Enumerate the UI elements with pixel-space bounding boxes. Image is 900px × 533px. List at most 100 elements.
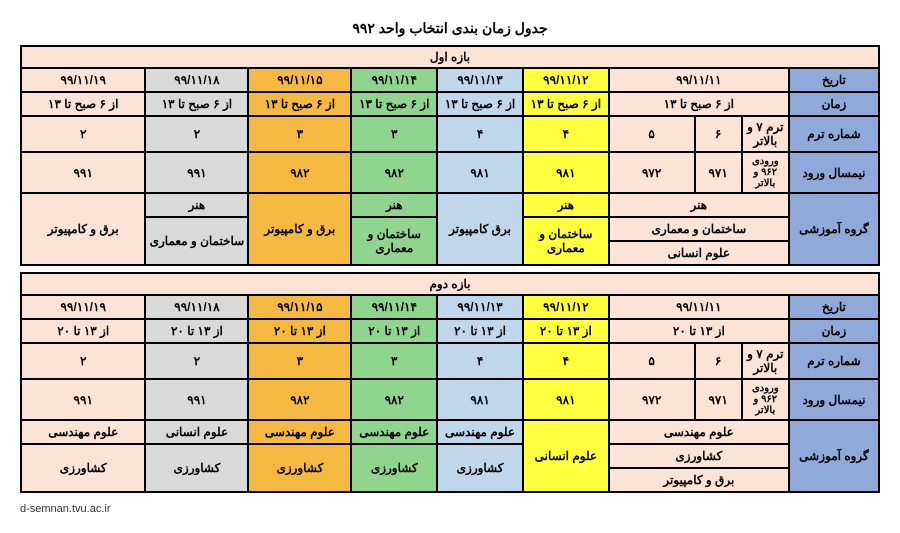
schedule-table: بازه اول تاریخ ۹۹/۱۱/۱۱ ۹۹/۱۱/۱۲ ۹۹/۱۱/۱… xyxy=(20,45,880,493)
cell: علوم انسانی xyxy=(523,420,609,492)
cell: ۴ xyxy=(523,343,609,379)
s2-g2: کشاورزی کشاورزی کشاورزی کشاورزی کشاورزی … xyxy=(21,444,879,468)
s2-dates: تاریخ ۹۹/۱۱/۱۱ ۹۹/۱۱/۱۲ ۹۹/۱۱/۱۳ ۹۹/۱۱/۱… xyxy=(21,295,879,319)
cell: از ۶ صبح تا ۱۳ xyxy=(609,92,789,116)
section2-header: بازه دوم xyxy=(21,273,879,295)
cell: کشاورزی xyxy=(351,444,437,492)
cell: ساختمان و معماری xyxy=(609,217,789,241)
cell: هنر xyxy=(523,193,609,217)
section1-header: بازه اول xyxy=(21,46,879,68)
cell: ۹۹/۱۱/۱۹ xyxy=(21,295,145,319)
cell: از ۱۳ تا ۲۰ xyxy=(145,319,248,343)
cell: ۵ xyxy=(609,116,695,152)
cell: ۹۹/۱۱/۱۳ xyxy=(437,295,523,319)
cell: ۹۹/۱۱/۱۲ xyxy=(523,295,609,319)
cell: ۶ xyxy=(695,343,742,379)
cell: زمان xyxy=(789,319,879,343)
cell: ۹۸۲ xyxy=(248,152,351,193)
cell: علوم مهندسی xyxy=(609,420,789,444)
cell: ۹۹۱ xyxy=(145,379,248,420)
cell: ۹۹۱ xyxy=(145,152,248,193)
cell: ۳ xyxy=(351,116,437,152)
cell: ساختمان و معماری xyxy=(351,217,437,265)
cell: نیمسال ورود xyxy=(789,152,879,193)
cell: علوم انسانی xyxy=(145,420,248,444)
cell: ۴ xyxy=(523,116,609,152)
cell: ۹۹/۱۱/۱۵ xyxy=(248,295,351,319)
cell: ۹۹/۱۱/۱۴ xyxy=(351,68,437,92)
cell: ۹۹/۱۱/۱۱ xyxy=(609,295,789,319)
cell: علوم مهندسی xyxy=(21,420,145,444)
cell: ۹۹/۱۱/۱۲ xyxy=(523,68,609,92)
cell: از ۶ صبح تا ۱۳ xyxy=(523,92,609,116)
cell: ۴ xyxy=(437,116,523,152)
cell: شماره ترم xyxy=(789,116,879,152)
cell: هنر xyxy=(351,193,437,217)
cell: از ۶ صبح تا ۱۳ xyxy=(21,92,145,116)
cell: ترم ۷ و بالاتر xyxy=(742,343,789,379)
cell: از ۶ صبح تا ۱۳ xyxy=(437,92,523,116)
cell: ۲ xyxy=(21,116,145,152)
cell: ترم ۷ و بالاتر xyxy=(742,116,789,152)
cell: ۹۸۱ xyxy=(437,379,523,420)
cell: ۳ xyxy=(248,343,351,379)
cell: علوم مهندسی xyxy=(437,420,523,444)
cell: ۹۹/۱۱/۱۹ xyxy=(21,68,145,92)
cell: ۳ xyxy=(351,343,437,379)
s1-time: زمان از ۶ صبح تا ۱۳ از ۶ صبح تا ۱۳ از ۶ … xyxy=(21,92,879,116)
cell: کشاورزی xyxy=(248,444,351,492)
s2-term: شماره ترم ترم ۷ و بالاتر ۶ ۵ ۴ ۴ ۳ ۳ ۲ ۲ xyxy=(21,343,879,379)
cell: ۶ xyxy=(695,116,742,152)
cell: از ۱۳ تا ۲۰ xyxy=(351,319,437,343)
cell: گروه آموزشی xyxy=(789,420,879,492)
cell: برق و کامپیوتر xyxy=(609,468,789,492)
cell: ۹۷۱ xyxy=(695,379,742,420)
cell: از ۱۳ تا ۲۰ xyxy=(437,319,523,343)
cell: ۹۹/۱۱/۱۴ xyxy=(351,295,437,319)
cell: ۹۹/۱۱/۱۸ xyxy=(145,295,248,319)
cell: از ۱۳ تا ۲۰ xyxy=(523,319,609,343)
cell: ۹۹/۱۱/۱۸ xyxy=(145,68,248,92)
s2-time: زمان از ۱۳ تا ۲۰ از ۱۳ تا ۲۰ از ۱۳ تا ۲۰… xyxy=(21,319,879,343)
cell: ۹۸۲ xyxy=(351,379,437,420)
cell: ۹۹۱ xyxy=(21,152,145,193)
cell: برق و کامپیوتر xyxy=(21,193,145,265)
cell: ۵ xyxy=(609,343,695,379)
cell: ۹۹/۱۱/۱۱ xyxy=(609,68,789,92)
cell: تاریخ xyxy=(789,295,879,319)
cell: کشاورزی xyxy=(609,444,789,468)
cell: ساختمان و معماری xyxy=(523,217,609,265)
s1-entry: نیمسال ورود ورودی ۹۶۲ و بالاتر ۹۷۱ ۹۷۲ ۹… xyxy=(21,152,879,193)
cell: نیمسال ورود xyxy=(789,379,879,420)
cell: کشاورزی xyxy=(437,444,523,492)
cell: ۹۷۱ xyxy=(695,152,742,193)
cell: علوم مهندسی xyxy=(351,420,437,444)
cell: ۹۷۲ xyxy=(609,152,695,193)
cell: هنر xyxy=(609,193,789,217)
cell: از ۱۳ تا ۲۰ xyxy=(21,319,145,343)
cell: ۲ xyxy=(21,343,145,379)
cell: علوم انسانی xyxy=(609,241,789,265)
cell: از ۶ صبح تا ۱۳ xyxy=(248,92,351,116)
cell: ۹۸۲ xyxy=(248,379,351,420)
cell: زمان xyxy=(789,92,879,116)
cell: ورودی ۹۶۲ و بالاتر xyxy=(742,152,789,193)
cell: از ۱۳ تا ۲۰ xyxy=(609,319,789,343)
s2-g1: گروه آموزشی علوم مهندسی علوم انسانی علوم… xyxy=(21,420,879,444)
cell: ۹۸۲ xyxy=(351,152,437,193)
s2-entry: نیمسال ورود ورودی ۹۶۲ و بالاتر ۹۷۱ ۹۷۲ ۹… xyxy=(21,379,879,420)
cell: از ۱۳ تا ۲۰ xyxy=(248,319,351,343)
watermark: d-semnan.tvu.ac.ir xyxy=(20,503,110,515)
cell: ۲ xyxy=(145,116,248,152)
cell: برق کامپیوتر xyxy=(437,193,523,265)
cell: ۲ xyxy=(145,343,248,379)
cell: کشاورزی xyxy=(21,444,145,492)
cell: ۳ xyxy=(248,116,351,152)
page-title: جدول زمان بندی انتخاب واحد ۹۹۲ xyxy=(20,20,880,37)
cell: کشاورزی xyxy=(145,444,248,492)
s1-g1: گروه آموزشی هنر هنر برق کامپیوتر هنر برق… xyxy=(21,193,879,217)
cell: تاریخ xyxy=(789,68,879,92)
cell: ورودی ۹۶۲ و بالاتر xyxy=(742,379,789,420)
cell: علوم مهندسی xyxy=(248,420,351,444)
cell: ۹۹/۱۱/۱۳ xyxy=(437,68,523,92)
